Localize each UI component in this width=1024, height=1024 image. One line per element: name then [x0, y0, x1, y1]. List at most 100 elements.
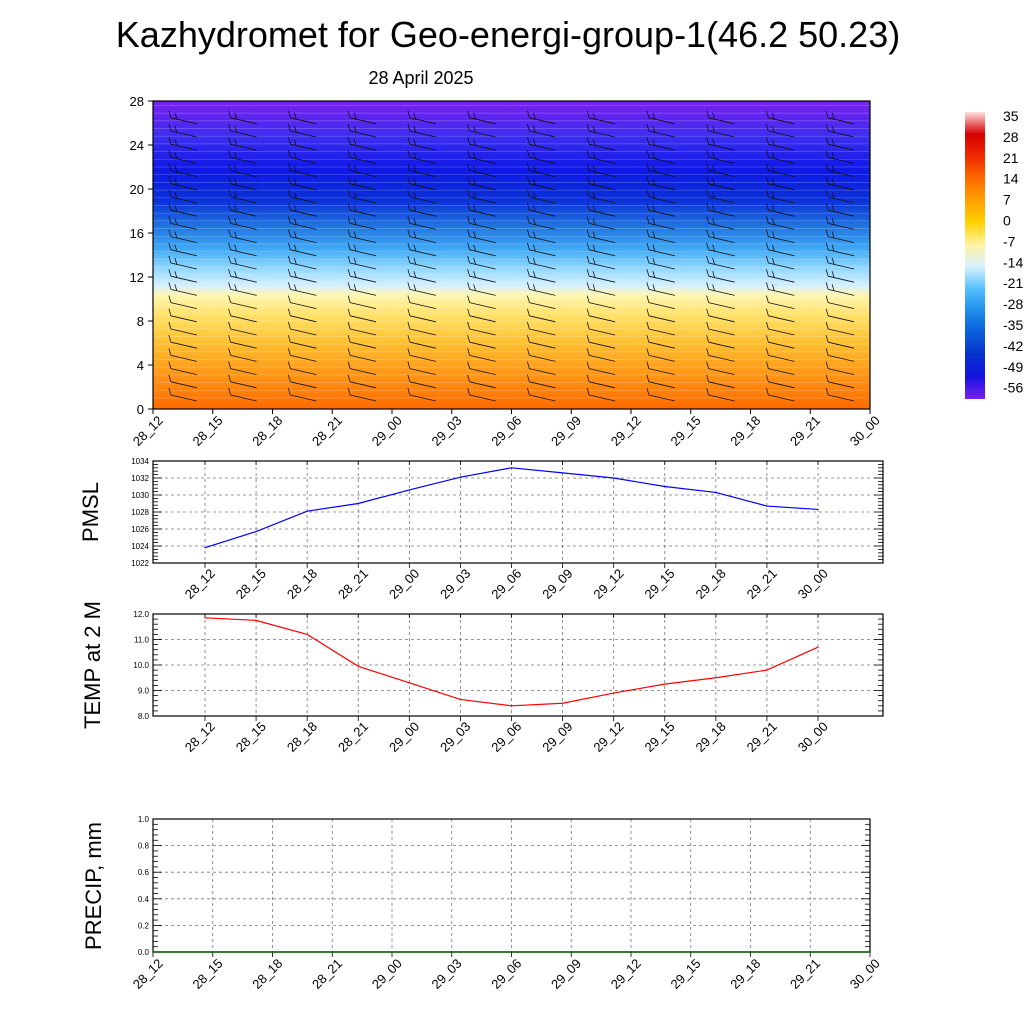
precip-y-tick-label: 0.6	[138, 868, 150, 877]
wind-barb	[526, 176, 556, 191]
wind-barb	[706, 150, 735, 164]
wind-barb	[526, 321, 556, 336]
wind-barb	[467, 361, 496, 375]
pmsl-data-point	[817, 508, 819, 511]
wind-barb	[287, 295, 317, 309]
wind-barb	[706, 229, 735, 243]
wind-barb	[168, 137, 197, 151]
precip-x-tick-label: 29_15	[667, 956, 703, 992]
colorbar-label: -21	[1003, 275, 1023, 291]
wind-barb	[646, 242, 675, 257]
wind-barb	[586, 137, 616, 151]
pmsl-data-point	[766, 505, 768, 507]
pmsl-x-tick-label: 29_00	[386, 566, 422, 602]
temp-data-point	[357, 665, 359, 667]
precip-x-tick-label: 29_00	[369, 956, 405, 992]
wind-barb	[765, 229, 795, 243]
wind-barb	[287, 163, 317, 177]
temp-x-tick-label: 29_21	[744, 719, 780, 755]
wind-barb	[407, 229, 436, 243]
wind-barb	[168, 229, 197, 243]
precip-y-tick-label: 1.0	[138, 815, 150, 824]
temp-panel: 8.0 9.0 10.0 11.0 12.0 28_12 28_15 28_18 28_21 29…	[80, 601, 884, 755]
wind-barb	[287, 361, 317, 375]
wind-barb	[646, 203, 675, 217]
wind-barb	[168, 110, 197, 125]
wind-barb	[765, 374, 795, 389]
wind-barb	[646, 150, 675, 164]
wind-barb	[347, 163, 377, 177]
wind-barb	[467, 282, 496, 296]
x-tick-label: 28_18	[249, 413, 285, 449]
x-tick-label: 30_00	[847, 413, 883, 449]
wind-barb	[347, 137, 377, 151]
temp-x-tick-label: 29_09	[539, 719, 575, 755]
wind-barb	[526, 189, 556, 204]
wind-barb	[407, 216, 436, 230]
pmsl-data-point	[715, 491, 717, 494]
temp-data-point	[561, 702, 564, 704]
wind-barb	[526, 335, 556, 349]
wind-barb	[347, 229, 377, 243]
wind-barb	[526, 374, 556, 389]
precip-y-tick-label: 0.4	[138, 895, 150, 904]
temp-y-tick-label: 9.0	[138, 687, 150, 696]
wind-barb	[407, 321, 436, 336]
wind-barb	[287, 176, 317, 191]
cross-section-panel: 0 4 8 12 16 20 24 28 28_12 28_15 28_18 28_21 29_00 29…	[130, 94, 883, 449]
wind-barb	[347, 216, 377, 230]
wind-barb	[407, 189, 436, 204]
temp-y-tick-label: 8.0	[138, 712, 150, 721]
pmsl-y-tick-label: 1028	[131, 508, 149, 517]
pmsl-data-point	[204, 547, 206, 549]
wind-barb	[228, 110, 257, 125]
x-tick-label: 29_06	[488, 413, 524, 449]
temp-x-tick-label: 28_18	[284, 719, 320, 755]
colorbar-label: 21	[1003, 150, 1019, 166]
pmsl-panel: 1022 1024 1026 1028 1030 1032 1034 28_12 28_15 28…	[78, 457, 884, 602]
wind-barb	[825, 387, 855, 402]
wind-barb	[706, 255, 735, 270]
wind-barb	[347, 123, 377, 138]
wind-barb	[765, 150, 795, 164]
temp-data-point	[817, 646, 819, 648]
precip-x-tick-label: 29_09	[548, 956, 584, 992]
precip-x-tick-label: 29_21	[787, 956, 823, 992]
pmsl-y-tick-label: 1034	[131, 457, 149, 466]
wind-barb	[706, 216, 735, 230]
x-tick-label: 28_12	[130, 413, 166, 449]
wind-barb	[287, 321, 317, 336]
wind-barb	[467, 295, 496, 309]
pmsl-x-tick-label: 29_03	[437, 566, 473, 602]
wind-barb	[825, 203, 855, 217]
temp-data-point	[408, 682, 410, 684]
wind-barb	[467, 348, 496, 362]
wind-barb	[467, 163, 496, 177]
wind-barb	[228, 282, 257, 296]
pmsl-data-point	[459, 476, 462, 478]
wind-barb	[825, 137, 855, 151]
pmsl-x-tick-label: 28_21	[335, 566, 371, 602]
wind-barb	[287, 203, 317, 217]
wind-barb	[706, 123, 735, 138]
temp-x-tick-label: 29_03	[437, 719, 473, 755]
temp-y-tick-label: 12.0	[133, 610, 149, 619]
wind-barb	[586, 348, 616, 362]
chart-subtitle: 28 April 2025	[368, 68, 473, 88]
wind-barb	[706, 163, 735, 177]
wind-barb	[706, 137, 735, 151]
wind-barb	[646, 308, 675, 323]
wind-barb	[646, 269, 675, 283]
wind-barb	[646, 189, 675, 204]
wind-barb	[706, 321, 735, 336]
wind-barb	[228, 269, 257, 283]
wind-barb	[228, 361, 257, 375]
wind-barb	[646, 163, 675, 177]
pmsl-x-tick-label: 30_00	[795, 566, 831, 602]
wind-barb	[765, 176, 795, 191]
wind-barb	[706, 374, 735, 389]
wind-barb	[407, 387, 436, 402]
y-tick-label: 4	[137, 358, 144, 373]
wind-barb	[765, 282, 795, 296]
